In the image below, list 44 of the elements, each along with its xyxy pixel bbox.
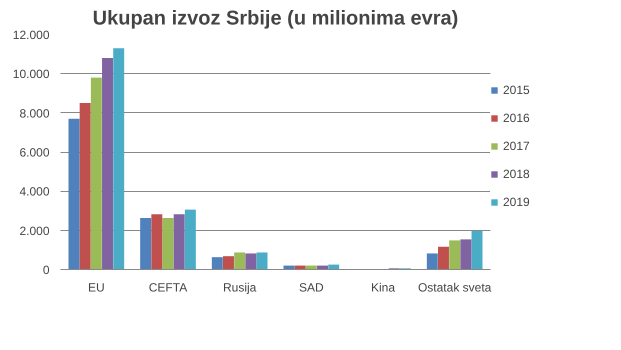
bar: [256, 252, 268, 270]
bar: [283, 266, 294, 270]
bar: [140, 218, 152, 270]
bar: [426, 253, 438, 270]
bar: [102, 58, 113, 270]
bar: [306, 266, 317, 270]
x-tick-label: Kina: [370, 280, 396, 294]
bar: [234, 252, 246, 270]
bar: [184, 210, 196, 270]
y-tick-label: 6.000: [19, 146, 50, 160]
bar: [212, 257, 223, 270]
bar: [174, 214, 185, 270]
y-tick-label: 12.000: [12, 28, 50, 42]
legend-label: 2016: [503, 111, 530, 125]
bar: [90, 78, 102, 270]
bar: [68, 118, 80, 270]
bar: [328, 264, 340, 270]
bar: [317, 266, 328, 270]
y-tick-label: 2.000: [19, 224, 50, 238]
bar: [113, 48, 124, 270]
legend-label: 2018: [503, 167, 530, 181]
x-tick-label: Rusija: [222, 280, 257, 294]
bar: [449, 240, 460, 270]
bar: [80, 103, 91, 270]
legend-label: 2019: [503, 195, 530, 209]
y-tick-label: 10.000: [12, 67, 50, 82]
legend-label: 2015: [503, 83, 530, 97]
chart-title: Ukupan izvoz Srbije (u milionima evra): [92, 8, 458, 30]
bar: [162, 218, 174, 270]
x-tick-label: Ostatak sveta: [418, 280, 492, 294]
bar: [294, 266, 306, 270]
x-tick-label: SAD: [298, 280, 324, 294]
legend-label: 2017: [503, 139, 530, 153]
bar: [151, 214, 162, 270]
y-tick-label: 4.000: [19, 184, 50, 199]
bar: [460, 239, 472, 270]
x-tick-label: EU: [88, 280, 105, 294]
bar: [245, 253, 256, 270]
x-tick-label: CEFTA: [148, 280, 188, 294]
bar: [472, 230, 483, 270]
y-tick-label: 8.000: [19, 106, 50, 120]
bar: [438, 246, 449, 270]
y-tick-label: 0: [42, 263, 50, 277]
bar: [223, 256, 234, 270]
